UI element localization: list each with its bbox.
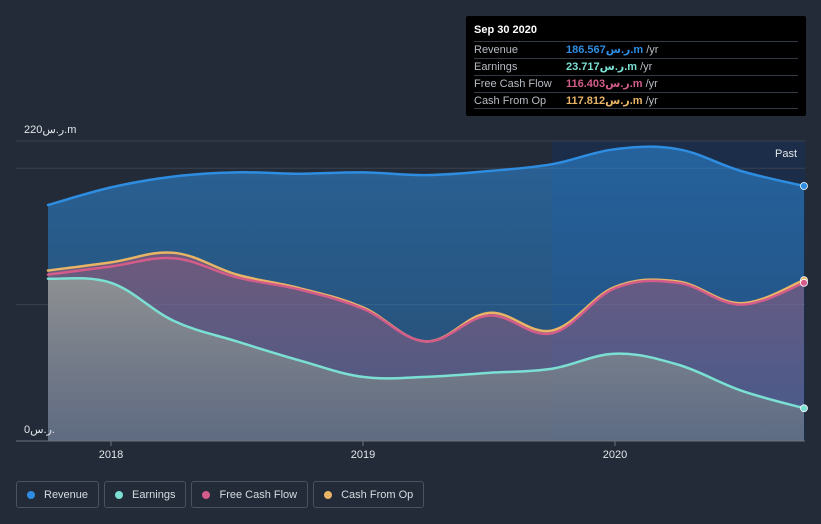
series-end-dots <box>800 182 808 413</box>
tooltip-row-fcf: Free Cash Flow 116.403ر.س.m /yr <box>474 75 798 92</box>
x-tick-label: 2018 <box>99 449 123 461</box>
tooltip-unit: /yr <box>645 95 658 107</box>
tooltip-row-cfo: Cash From Op 117.812ر.س.m /yr <box>474 92 798 109</box>
tooltip: Sep 30 2020 Revenue 186.567ر.س.m /yr Ear… <box>466 16 806 116</box>
legend-item-earnings[interactable]: Earnings <box>104 481 187 508</box>
axes: 2018 2019 2020 <box>16 440 805 461</box>
legend-item-revenue[interactable]: Revenue <box>16 481 100 508</box>
tooltip-value: 186.567ر.س.m <box>566 44 644 56</box>
y-axis-top-label: 220ر.س.m <box>24 124 76 136</box>
tooltip-label: Free Cash Flow <box>474 78 552 90</box>
legend-label: Free Cash Flow <box>219 488 298 501</box>
y-axis-bottom-label: 0ر.س. <box>24 424 55 436</box>
tooltip-unit: /yr <box>640 61 653 73</box>
x-tick-label: 2020 <box>603 449 627 461</box>
end-dot-free-cash-flow <box>800 278 808 287</box>
tooltip-label: Revenue <box>474 44 519 56</box>
legend-dot-icon <box>27 490 35 499</box>
tooltip-row-revenue: Revenue 186.567ر.س.m /yr <box>474 41 798 58</box>
tooltip-value: 23.717ر.س.m <box>566 61 638 73</box>
tooltip-unit: /yr <box>645 78 658 90</box>
line-earnings <box>46 276 806 410</box>
legend-dot-icon <box>115 490 124 499</box>
chart-area: 2018 2019 2020 Past 220ر.س.m 0ر.س. <box>16 124 808 461</box>
past-label: Past <box>775 148 797 160</box>
line-revenue <box>46 145 806 207</box>
end-dot-revenue <box>800 182 808 190</box>
legend-dot-icon <box>202 490 211 499</box>
area-earnings <box>48 278 804 441</box>
tooltip-date: Sep 30 2020 <box>474 24 537 36</box>
line-free-cash-flow <box>46 256 806 343</box>
series-areas <box>48 146 804 441</box>
end-dot-earnings <box>800 404 808 413</box>
tooltip-row-earnings: Earnings 23.717ر.س.m /yr <box>474 58 798 75</box>
legend-dot-icon <box>324 490 333 499</box>
legend-label: Earnings <box>132 488 176 501</box>
legend-label: Revenue <box>44 488 89 501</box>
x-tick-label: 2019 <box>351 449 375 461</box>
legend-item-free-cash-flow[interactable]: Free Cash Flow <box>191 481 309 508</box>
legend-label: Cash From Op <box>341 488 414 501</box>
series-lines <box>46 145 806 410</box>
legend: Revenue Earnings Free Cash Flow Cash Fro… <box>16 481 425 508</box>
legend-item-cash-from-op[interactable]: Cash From Op <box>313 481 425 508</box>
tooltip-value: 117.812ر.س.m <box>566 95 643 107</box>
tooltip-value: 116.403ر.س.m <box>566 78 643 90</box>
tooltip-label: Earnings <box>474 61 518 73</box>
tooltip-unit: /yr <box>646 44 659 56</box>
tooltip-label: Cash From Op <box>474 95 547 107</box>
